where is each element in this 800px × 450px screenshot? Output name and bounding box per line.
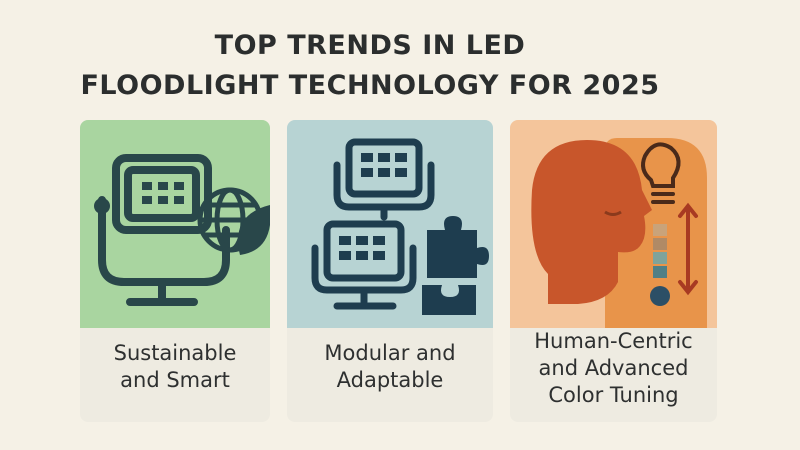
label-line: Sustainable [113, 341, 237, 365]
modular-icon [311, 138, 489, 315]
label-line: Adaptable [336, 368, 444, 392]
title-line: FLOODLIGHT TECHNOLOGY FOR 2025 [80, 70, 660, 101]
card-label: Modular and Adaptable [287, 340, 493, 394]
label-line: and Smart [120, 368, 230, 392]
label-line: and Advanced [538, 356, 689, 380]
trend-card: Modular and Adaptable [287, 120, 493, 422]
label-line: Color Tuning [548, 383, 679, 407]
title: TOP TRENDS IN LED FLOODLIGHT TECHNOLOGY … [0, 26, 740, 106]
label-line: Modular and [324, 341, 456, 365]
trend-card: Sustainable and Smart [80, 120, 270, 422]
title-line: TOP TRENDS IN LED [214, 30, 526, 61]
label-line: Human-Centric [534, 329, 693, 353]
card-label: Human-Centric and Advanced Color Tuning [510, 328, 717, 409]
human-centric-icon [531, 138, 707, 328]
floodlight-icon [94, 154, 270, 306]
card-label: Sustainable and Smart [80, 340, 270, 394]
card-illustration [287, 120, 493, 328]
card-illustration [80, 120, 270, 328]
card-illustration [510, 120, 717, 328]
trend-card: Human-Centric and Advanced Color Tuning [510, 120, 717, 422]
